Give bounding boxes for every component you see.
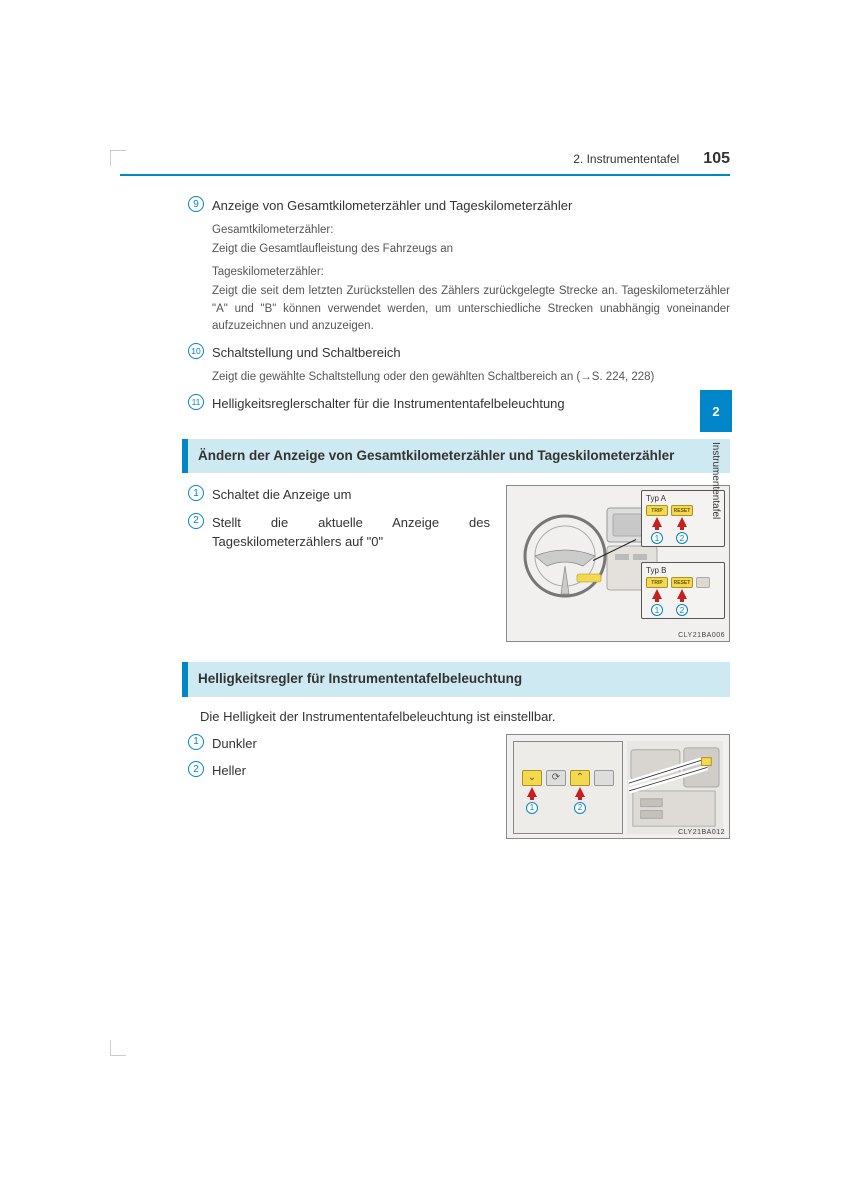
section-body: 1 Dunkler 2 Heller ⌄ 1 ⟳ [120,734,730,839]
page-header: 2. Instrumententafel 105 [120,150,730,176]
figure-code: CLY21BA012 [678,829,725,836]
section-list: 1 Schaltet die Anzeige um 2 Stellt die a… [188,485,490,642]
callout-label: Typ B [646,566,720,575]
step-text: Heller [212,761,490,781]
callout-number-icon: 2 [676,604,688,616]
steering-wheel-icon [523,514,607,598]
button-row: ⌄ 1 ⟳ ⌃ 2 [514,770,622,814]
dimmer-down-button-icon: ⌄ [522,770,542,786]
callout-type-b: Typ B TRIP 1 RESET 2 [641,562,725,619]
section-body: 1 Schaltet die Anzeige um 2 Stellt die a… [120,485,730,642]
sub-head: Gesamtkilometerzähler: [212,222,730,239]
step-text: Dunkler [212,734,490,754]
item-text: Anzeige von Gesamtkilometerzähler und Ta… [212,196,730,335]
callout-number-icon: 2 [676,532,688,544]
sub-body: Zeigt die Gesamtlaufleistung des Fahrzeu… [212,241,730,258]
chapter-label: Instrumententafel [710,442,721,519]
item-title: Schaltstellung und Schaltbereich [212,343,730,363]
page-number: 105 [703,150,730,168]
item-sub: Gesamtkilometerzähler: Zeigt die Gesamtl… [212,222,730,336]
chapter-number: 2 [700,390,732,432]
item-text: Helligkeitsreglerschalter für die Instru… [212,394,730,420]
crop-mark [110,1040,126,1056]
step-text: Schaltet die Anzeige um [212,485,490,505]
list-item: 2 Stellt die aktuelle Anzeige des Tagesk… [188,513,490,552]
sub-head: Tageskilometerzähler: [212,264,730,281]
page-content: 2. Instrumententafel 105 9 Anzeige von G… [120,150,730,839]
thumb-tab: 2 Instrumententafel [700,390,732,519]
figure-container: ⌄ 1 ⟳ ⌃ 2 [506,734,730,839]
aux-button-icon [696,577,710,588]
step-number-icon: 1 [188,734,204,750]
section-intro: Die Helligkeit der Instrumententafelbele… [120,709,730,724]
item-number-icon: 9 [188,196,204,212]
trip-button-icon: TRIP [646,577,668,588]
callout-number-icon: 2 [574,802,586,814]
callout-number-icon: 1 [651,604,663,616]
panel-right [627,741,723,834]
list-item: 1 Schaltet die Anzeige um [188,485,490,505]
section-list: 1 Dunkler 2 Heller [188,734,490,839]
item-title: Anzeige von Gesamtkilometerzähler und Ta… [212,196,730,216]
step-number-icon: 1 [188,485,204,501]
item-number-icon: 11 [188,394,204,410]
button-row: TRIP 1 RESET 2 [646,577,720,616]
item-text: Schaltstellung und Schaltbereich Zeigt d… [212,343,730,386]
step-number-icon: 2 [188,761,204,777]
panel-left: ⌄ 1 ⟳ ⌃ 2 [513,741,623,834]
figure-trip-reset: Typ A TRIP 1 RESET 2 [506,485,730,642]
aux-button-icon: ⟳ [546,770,566,786]
dashboard-side-icon [627,741,723,834]
callout-number-icon: 1 [526,802,538,814]
aux-button-icon [594,770,614,786]
list-item: 10 Schaltstellung und Schaltbereich Zeig… [120,343,730,386]
figure-code: CLY21BA006 [678,632,725,639]
item-title: Helligkeitsreglerschalter für die Instru… [212,394,730,414]
dimmer-up-button-icon: ⌃ [570,770,590,786]
list-item: 11 Helligkeitsreglerschalter für die Ins… [120,394,730,420]
figure-brightness: ⌄ 1 ⟳ ⌃ 2 [506,734,730,839]
sub-body: Zeigt die gewählte Schaltstellung oder d… [212,369,730,386]
list-item: 1 Dunkler [188,734,490,754]
callout-number-icon: 1 [651,532,663,544]
list-item: 9 Anzeige von Gesamtkilometerzähler und … [120,196,730,335]
item-number-icon: 10 [188,343,204,359]
figure-container: Typ A TRIP 1 RESET 2 [506,485,730,642]
section-label: 2. Instrumententafel [573,152,679,166]
section-heading: Ändern der Anzeige von Gesamtkilometerzä… [182,439,730,473]
reset-button-icon: RESET [671,577,693,588]
section-heading: Helligkeitsregler für Instrumententafelb… [182,662,730,696]
reset-button-icon: RESET [671,505,693,516]
list-item: 2 Heller [188,761,490,781]
item-sub: Zeigt die gewählte Schaltstellung oder d… [212,369,730,386]
trip-button-icon: TRIP [646,505,668,516]
sub-body: Zeigt die seit dem letzten Zurückstellen… [212,283,730,335]
step-number-icon: 2 [188,513,204,529]
step-text: Stellt die aktuelle Anzeige des Tageskil… [212,513,490,552]
